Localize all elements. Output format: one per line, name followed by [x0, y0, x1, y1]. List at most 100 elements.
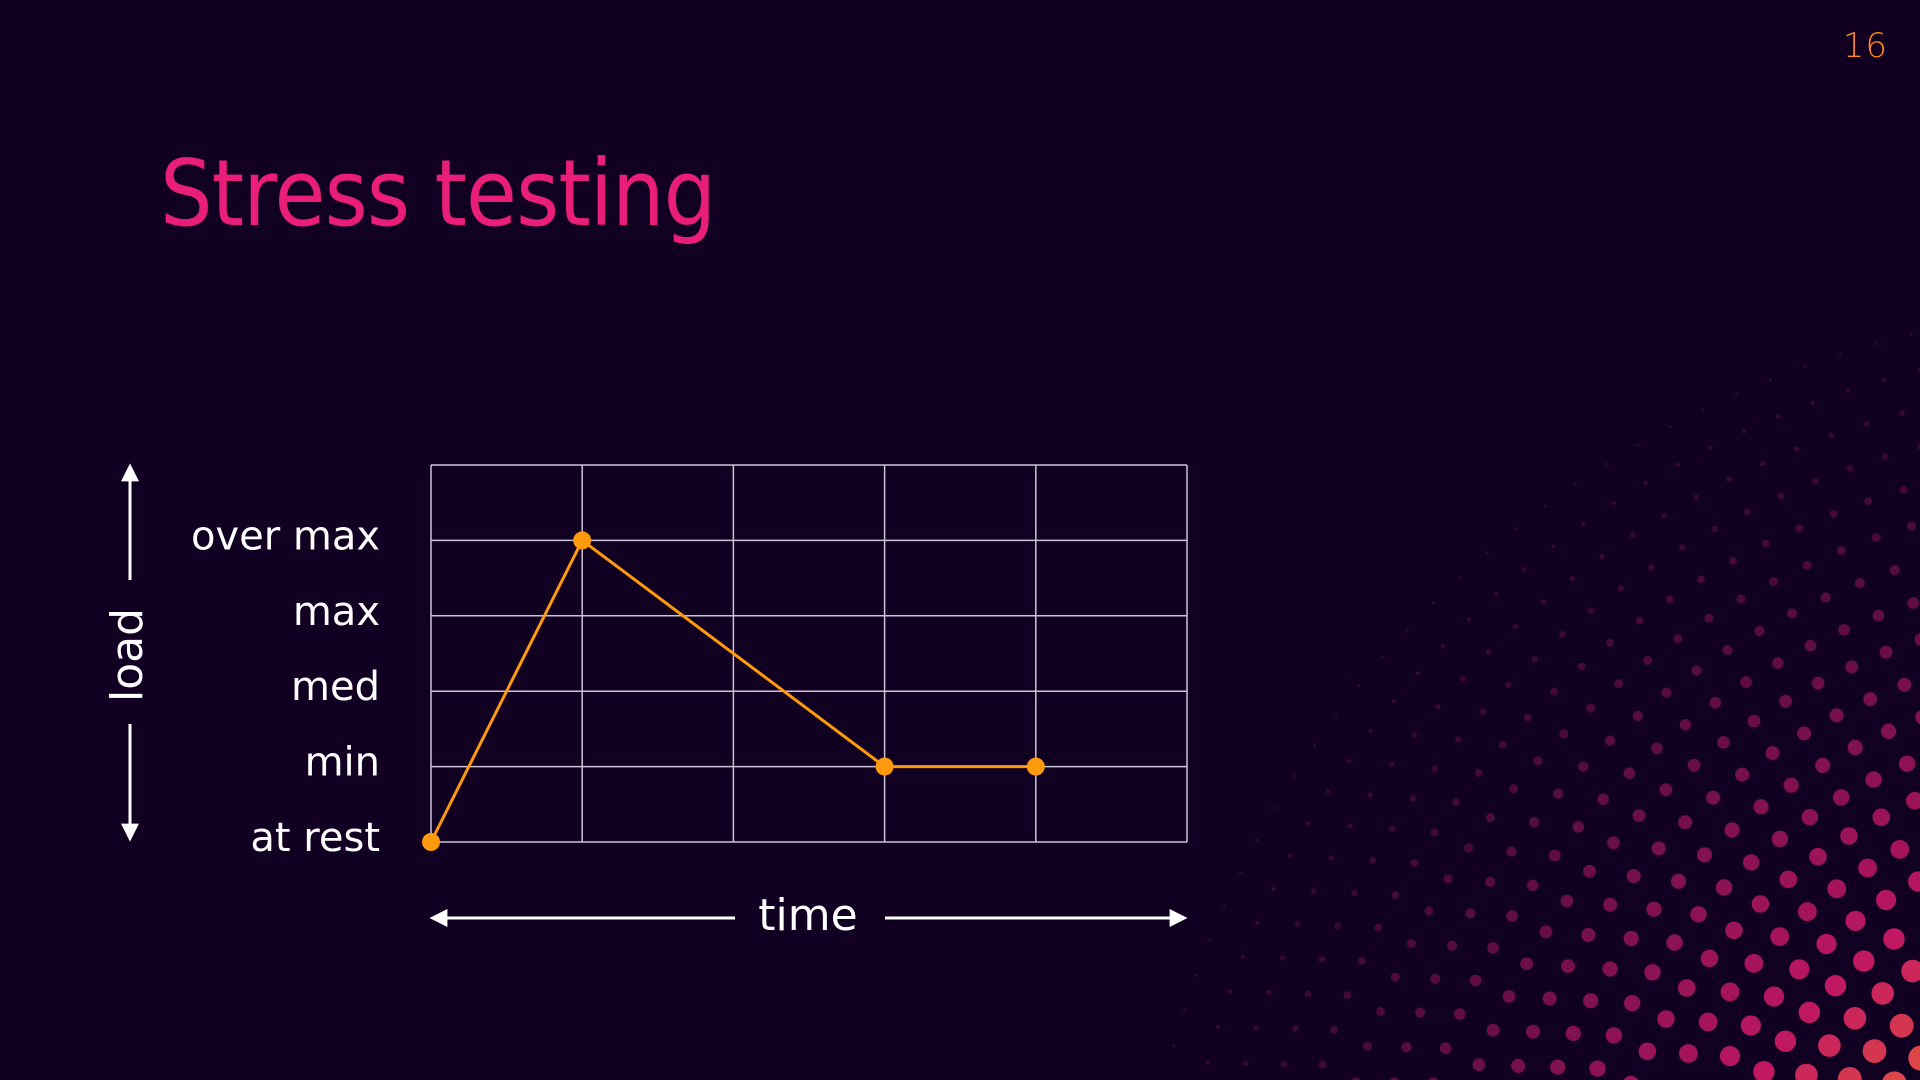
- halftone-dot: [1865, 771, 1882, 788]
- halftone-dot: [1917, 368, 1920, 373]
- halftone-dot: [1363, 1041, 1372, 1051]
- halftone-dot: [1430, 973, 1441, 984]
- halftone-dot: [1559, 729, 1569, 739]
- halftone-dot: [1351, 889, 1358, 897]
- halftone-dot: [1804, 639, 1817, 652]
- halftone-dot: [1183, 1008, 1186, 1012]
- halftone-dot: [1583, 864, 1596, 878]
- halftone-dot: [1512, 623, 1519, 630]
- halftone-dot: [1376, 1006, 1386, 1016]
- y-tick-label: over max: [191, 513, 380, 559]
- halftone-dot: [1874, 342, 1878, 346]
- halftone-dot: [1754, 625, 1765, 637]
- halftone-dot: [1907, 597, 1919, 609]
- halftone-dot: [1318, 1060, 1327, 1069]
- halftone-dot: [1369, 857, 1376, 864]
- halftone-dot: [1843, 1007, 1867, 1030]
- halftone-dot: [1452, 798, 1460, 806]
- halftone-dot: [1864, 497, 1873, 505]
- halftone-dot: [1172, 1044, 1176, 1048]
- halftone-dot: [1872, 808, 1891, 827]
- halftone-dot: [1431, 765, 1439, 772]
- halftone-dot: [1824, 975, 1847, 997]
- halftone-dot: [1753, 1061, 1775, 1080]
- halftone-dot: [1539, 925, 1553, 939]
- halftone-dot: [1485, 551, 1489, 554]
- halftone-dot: [1765, 746, 1780, 761]
- halftone-dot: [1777, 492, 1785, 500]
- halftone-dot: [1665, 595, 1674, 604]
- halftone-dot: [1679, 719, 1692, 731]
- halftone-dot: [1846, 388, 1851, 393]
- halftone-dot: [1550, 1059, 1566, 1075]
- halftone-dot: [1326, 789, 1331, 794]
- halftone-dot: [1573, 483, 1577, 487]
- halftone-dot: [1670, 873, 1687, 889]
- halftone-dot: [1614, 679, 1624, 689]
- halftone-dot: [1720, 982, 1740, 1002]
- halftone-dot: [1747, 714, 1761, 728]
- halftone-dot: [1876, 889, 1897, 911]
- halftone-dot: [1424, 906, 1434, 916]
- halftone-dot: [1587, 607, 1595, 614]
- halftone-dot: [1514, 527, 1518, 531]
- halftone-dot: [1529, 817, 1540, 828]
- y-axis-label: load: [102, 608, 153, 702]
- halftone-dot: [1318, 956, 1326, 963]
- halftone-dot: [1838, 353, 1842, 356]
- halftone-dot: [1899, 485, 1908, 494]
- y-tick-label: min: [305, 740, 380, 786]
- halftone-dot: [1294, 921, 1301, 927]
- halftone-dot: [1881, 453, 1889, 461]
- halftone-dot: [1753, 799, 1769, 815]
- halftone-dot: [1474, 769, 1483, 777]
- series-line: [429, 538, 1036, 843]
- halftone-dot: [1292, 1025, 1299, 1032]
- y-tick-label: at rest: [250, 815, 380, 861]
- halftone-dot: [1651, 841, 1666, 856]
- halftone-dot: [1898, 755, 1916, 772]
- halftone-dot: [1798, 1001, 1821, 1024]
- halftone-dot: [1691, 665, 1702, 676]
- halftone-dot: [1704, 613, 1714, 623]
- data-point: [1026, 757, 1045, 776]
- halftone-dot: [1533, 756, 1543, 766]
- halftone-dot: [1632, 809, 1646, 822]
- halftone-dot: [1479, 708, 1486, 715]
- halftone-dot: [1837, 1067, 1862, 1080]
- halftone-dot: [1818, 1034, 1841, 1057]
- halftone-dot: [1816, 933, 1837, 955]
- halftone-dot: [1509, 784, 1519, 794]
- halftone-dot: [1809, 847, 1827, 866]
- halftone-dot: [1717, 736, 1730, 749]
- halftone-dot: [1840, 827, 1858, 845]
- halftone-dot: [1795, 524, 1804, 532]
- halftone-dot: [1511, 1058, 1526, 1073]
- halftone-dot: [1405, 628, 1409, 632]
- halftone-dot: [1770, 927, 1790, 946]
- halftone-dot: [1560, 894, 1574, 908]
- halftone-dot: [1240, 954, 1246, 960]
- halftone-dot: [1811, 478, 1819, 485]
- halftone-dot: [1485, 649, 1492, 655]
- halftone-dot: [1549, 849, 1561, 862]
- halftone-dot: [1543, 504, 1547, 508]
- halftone-dot: [1789, 959, 1810, 980]
- halftone-dot: [1740, 676, 1752, 688]
- halftone-dot: [1577, 662, 1586, 671]
- halftone-dot: [1428, 1077, 1438, 1080]
- halftone-dot: [1439, 1042, 1452, 1055]
- halftone-dot: [1389, 1077, 1400, 1080]
- halftone-dot: [1611, 501, 1617, 506]
- data-point: [422, 833, 440, 851]
- halftone-dot: [1657, 1010, 1675, 1028]
- halftone-dot: [1542, 991, 1557, 1006]
- halftone-dot: [1431, 601, 1435, 605]
- halftone-dot: [1787, 608, 1798, 619]
- halftone-dot: [1711, 525, 1718, 533]
- halftone-dot: [1797, 726, 1812, 741]
- halftone-dot: [1401, 1042, 1412, 1053]
- halftone-dot: [1803, 365, 1807, 368]
- halftone-dot: [1358, 957, 1366, 965]
- halftone-dot: [1697, 575, 1705, 584]
